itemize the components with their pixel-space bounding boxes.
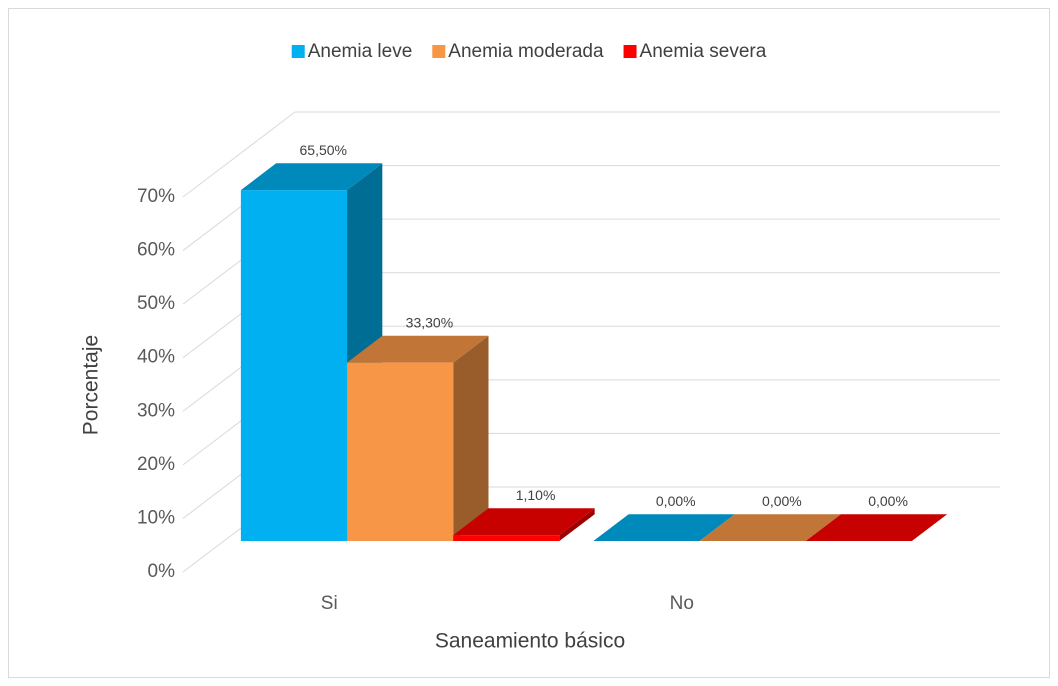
bar-side [453, 335, 489, 541]
bar-top [699, 514, 841, 541]
bar-top [347, 335, 489, 363]
bar-top [240, 163, 383, 191]
chart-border [8, 8, 1050, 678]
legend-swatch [432, 45, 446, 58]
legend-swatch [623, 45, 637, 58]
bar-side [559, 508, 595, 541]
legend-label: Anemia moderada [448, 41, 604, 62]
value-label: 0,00% [762, 493, 802, 509]
y-tick-label: 40% [137, 347, 175, 368]
legend-label: Anemia leve [308, 41, 413, 62]
y-tick-label: 10% [137, 507, 175, 528]
bar [453, 535, 560, 541]
bar [347, 362, 454, 541]
y-tick-label: 30% [137, 400, 175, 421]
legend-swatch [291, 45, 305, 58]
y-tick-label: 50% [137, 293, 175, 314]
x-tick-label: Si [321, 593, 338, 614]
bar [240, 190, 348, 541]
bar-top [453, 508, 595, 536]
value-label: 0,00% [656, 493, 696, 509]
bar-top [593, 514, 735, 541]
x-axis-title: Saneamiento básico [435, 630, 625, 653]
y-tick-label: 70% [137, 186, 175, 207]
y-tick-label: 60% [137, 240, 175, 261]
value-label: 65,50% [300, 142, 347, 158]
y-tick-label: 0% [148, 561, 176, 582]
legend-label: Anemia severa [640, 41, 767, 62]
value-label: 0,00% [868, 493, 908, 509]
y-axis-title: Porcentaje [80, 335, 103, 435]
bar-top [805, 514, 948, 541]
y-tick-label: 20% [137, 454, 175, 475]
value-label: 1,10% [516, 487, 556, 503]
value-label: 33,30% [406, 315, 453, 331]
x-tick-label: No [670, 593, 694, 614]
grid-line [182, 111, 296, 198]
